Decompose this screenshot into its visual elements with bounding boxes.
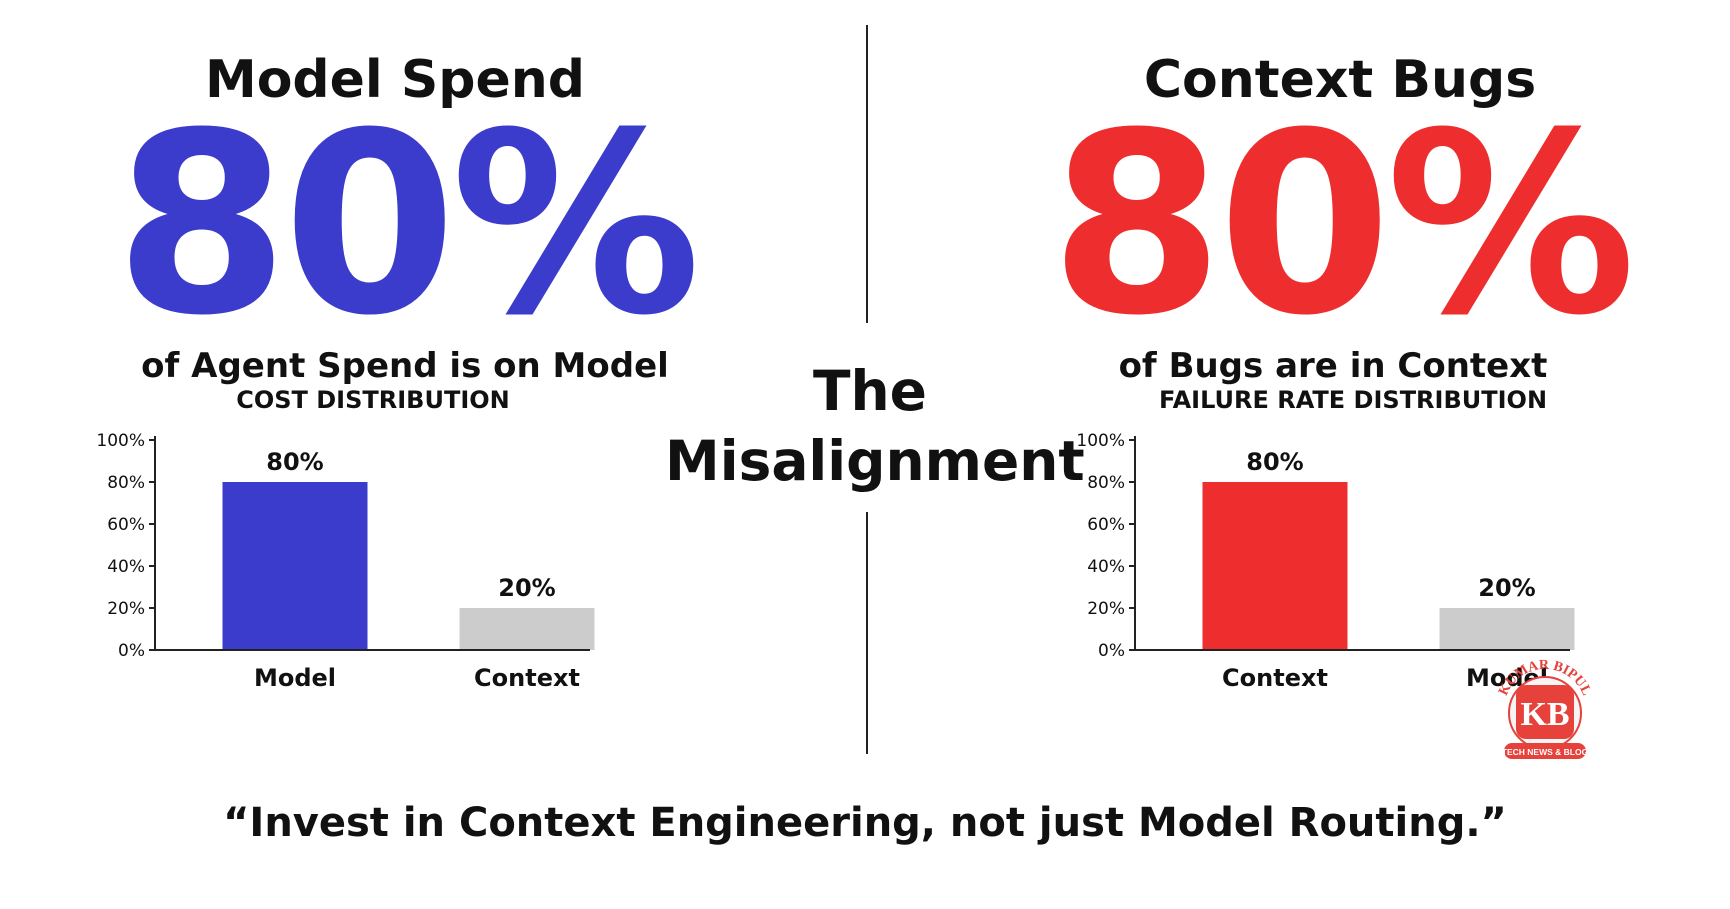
bar-context xyxy=(1202,482,1348,650)
y-tick-label: 60% xyxy=(107,515,145,535)
y-tick-label: 80% xyxy=(107,473,145,493)
data-label: 20% xyxy=(498,574,555,602)
y-tick-label: 20% xyxy=(107,599,145,619)
divider-top xyxy=(866,25,868,323)
x-tick-label: Context xyxy=(474,664,580,692)
y-tick-label: 60% xyxy=(1087,515,1125,535)
y-tick-label: 80% xyxy=(1087,473,1125,493)
y-tick-label: 100% xyxy=(1076,431,1125,451)
chart-title: COST DISTRIBUTION xyxy=(236,386,510,414)
bar-context xyxy=(459,608,595,650)
right-big-percentage: 80% xyxy=(1049,79,1636,370)
right-subline: of Bugs are in Context xyxy=(1118,346,1548,386)
failure-rate-distribution-chart: FAILURE RATE DISTRIBUTION 0% 20% 40% 60% 80% 1… xyxy=(1076,386,1575,692)
y-tick-label: 40% xyxy=(107,557,145,577)
left-big-percentage: 80% xyxy=(114,79,701,370)
right-heading: Context Bugs xyxy=(1143,50,1537,110)
divider-bottom xyxy=(866,512,868,754)
cost-distribution-chart: COST DISTRIBUTION 0% 20% 40% 60% 80% 100% 80% Mo… xyxy=(96,386,595,692)
left-subline: of Agent Spend is on Model xyxy=(141,346,669,386)
y-tick-label: 0% xyxy=(1098,641,1125,661)
data-label: 80% xyxy=(266,448,323,476)
quote: “Invest in Context Engineering, not just… xyxy=(223,800,1507,846)
x-tick-label: Model xyxy=(254,664,336,692)
svg-text:TECH NEWS & BLOG: TECH NEWS & BLOG xyxy=(1502,747,1589,757)
bar-model xyxy=(1439,608,1575,650)
x-tick-label: Context xyxy=(1222,664,1328,692)
y-tick-label: 100% xyxy=(96,431,145,451)
left-heading: Model Spend xyxy=(204,50,586,110)
y-tick-label: 0% xyxy=(118,641,145,661)
data-label: 80% xyxy=(1246,448,1303,476)
svg-text:KB: KB xyxy=(1520,696,1569,733)
y-tick-label: 40% xyxy=(1087,557,1125,577)
bar-model xyxy=(222,482,368,650)
data-label: 20% xyxy=(1478,574,1535,602)
y-tick-label: 20% xyxy=(1087,599,1125,619)
chart-title: FAILURE RATE DISTRIBUTION xyxy=(1159,386,1547,414)
center-title-line-2: Misalignment xyxy=(665,429,1085,493)
kumar-bipul-watermark-logo: KB KUMAR BIPUL TECH NEWS & BLOG xyxy=(1496,658,1594,759)
center-title-line-1: The xyxy=(813,359,927,423)
center-title: The Misalignment xyxy=(665,356,1085,496)
